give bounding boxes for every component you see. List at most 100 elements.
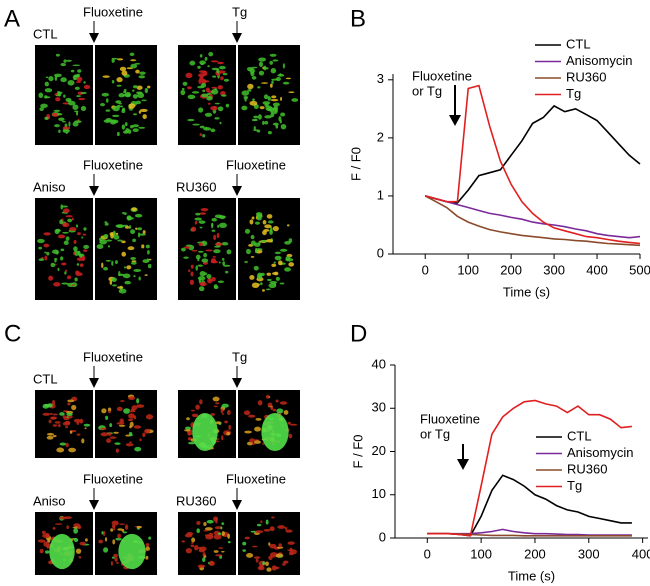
micrograph-texture bbox=[77, 69, 82, 73]
micrograph-texture bbox=[188, 430, 191, 437]
micrograph-texture bbox=[279, 73, 282, 76]
micrograph-texture bbox=[61, 262, 67, 266]
micrograph-texture bbox=[52, 424, 58, 427]
micrograph-texture bbox=[132, 94, 138, 99]
micrograph-texture bbox=[59, 442, 67, 446]
micrograph-texture bbox=[83, 227, 87, 231]
micrograph-texture bbox=[131, 207, 137, 212]
condition-label: CTL bbox=[33, 371, 58, 386]
micrograph-texture bbox=[244, 261, 248, 263]
micrograph-texture bbox=[136, 525, 142, 529]
micrograph-texture bbox=[250, 256, 255, 258]
micrograph-texture bbox=[288, 262, 295, 267]
image-divider bbox=[93, 512, 95, 575]
micrograph-texture bbox=[64, 271, 67, 275]
micrograph-texture bbox=[223, 264, 231, 267]
micrograph-texture bbox=[64, 516, 72, 519]
micrograph-texture bbox=[142, 114, 147, 120]
x-tick-label: 100 bbox=[470, 546, 492, 561]
micrograph-texture bbox=[203, 522, 207, 527]
micrograph-texture bbox=[129, 125, 134, 129]
treatment-label: Fluoxetine bbox=[83, 471, 143, 486]
micrograph-texture bbox=[139, 438, 142, 442]
micrograph-texture bbox=[267, 96, 271, 101]
micrograph-texture bbox=[217, 280, 225, 283]
micrograph-texture bbox=[198, 70, 206, 73]
micrograph-texture bbox=[41, 530, 46, 535]
micrograph-texture bbox=[242, 549, 247, 552]
micrograph-texture bbox=[201, 93, 209, 98]
micrograph-texture bbox=[54, 229, 62, 232]
micrograph-texture bbox=[112, 539, 116, 545]
treatment-label: Fluoxetine bbox=[226, 471, 286, 486]
micrograph-texture bbox=[102, 530, 106, 536]
micrograph-texture bbox=[80, 105, 87, 112]
micrograph-texture bbox=[122, 211, 125, 215]
micrograph-texture bbox=[249, 100, 258, 106]
micrograph-texture bbox=[220, 526, 223, 530]
micrograph-texture bbox=[57, 267, 60, 272]
micrograph-texture bbox=[131, 260, 137, 263]
micrograph-texture bbox=[124, 91, 131, 98]
micrograph-texture bbox=[251, 443, 256, 445]
micrograph-texture bbox=[268, 542, 271, 546]
micrograph-texture bbox=[67, 218, 73, 223]
micrograph-texture bbox=[248, 414, 256, 418]
micrograph-texture bbox=[44, 81, 49, 87]
image-divider bbox=[236, 45, 238, 145]
micrograph-texture bbox=[76, 95, 81, 98]
micrograph-texture bbox=[226, 409, 231, 416]
micrograph-texture bbox=[115, 448, 119, 453]
micrograph-texture bbox=[241, 90, 250, 96]
x-tick-label: 200 bbox=[524, 546, 546, 561]
micrograph-texture bbox=[147, 85, 151, 89]
micrograph-texture bbox=[268, 283, 277, 289]
micrograph-texture bbox=[258, 61, 264, 68]
micrograph-texture bbox=[145, 542, 150, 547]
micrograph-texture bbox=[269, 280, 278, 284]
micrograph-texture bbox=[122, 531, 128, 534]
micrograph-texture bbox=[135, 69, 140, 74]
micrograph-texture bbox=[186, 417, 190, 421]
micrograph-texture bbox=[282, 81, 290, 85]
micrograph-texture bbox=[59, 219, 63, 225]
micrograph-texture bbox=[113, 553, 119, 558]
micrograph-texture bbox=[58, 129, 61, 134]
micrograph-texture bbox=[46, 432, 55, 436]
micrograph-texture bbox=[127, 418, 134, 422]
micrograph-texture bbox=[198, 242, 203, 247]
micrograph-texture bbox=[96, 244, 104, 249]
micrograph-texture bbox=[202, 134, 206, 138]
micrograph-texture bbox=[125, 128, 130, 134]
micrograph-texture bbox=[131, 261, 137, 265]
micrograph-texture bbox=[203, 127, 212, 131]
micrograph-texture bbox=[127, 246, 135, 251]
micrograph-texture bbox=[119, 418, 125, 424]
micrograph-texture bbox=[61, 205, 69, 208]
micrograph-texture bbox=[116, 422, 125, 425]
micrograph-texture bbox=[116, 561, 119, 564]
micrograph-texture bbox=[81, 438, 85, 444]
micrograph-texture bbox=[73, 538, 79, 543]
micrograph-texture bbox=[289, 547, 293, 553]
micrograph-texture bbox=[256, 523, 262, 527]
micrograph-texture bbox=[142, 259, 150, 264]
micrograph-texture bbox=[214, 554, 223, 557]
micrograph-texture bbox=[265, 394, 270, 399]
micrograph-texture bbox=[211, 222, 214, 227]
micrograph-texture bbox=[56, 447, 65, 453]
micrograph-texture bbox=[199, 399, 203, 405]
micrograph-texture bbox=[116, 84, 122, 87]
micrograph-texture bbox=[288, 433, 293, 439]
micrograph-texture bbox=[124, 280, 132, 285]
micrograph-texture bbox=[136, 398, 140, 404]
micrograph-texture bbox=[61, 120, 66, 123]
micrograph-texture bbox=[269, 60, 273, 65]
micrograph-texture bbox=[49, 412, 53, 415]
legend-label: Tg bbox=[567, 478, 582, 493]
micrograph-texture bbox=[266, 272, 272, 276]
micrograph-texture bbox=[133, 415, 137, 420]
micrograph-texture bbox=[284, 267, 291, 272]
micrograph-texture bbox=[101, 262, 104, 269]
